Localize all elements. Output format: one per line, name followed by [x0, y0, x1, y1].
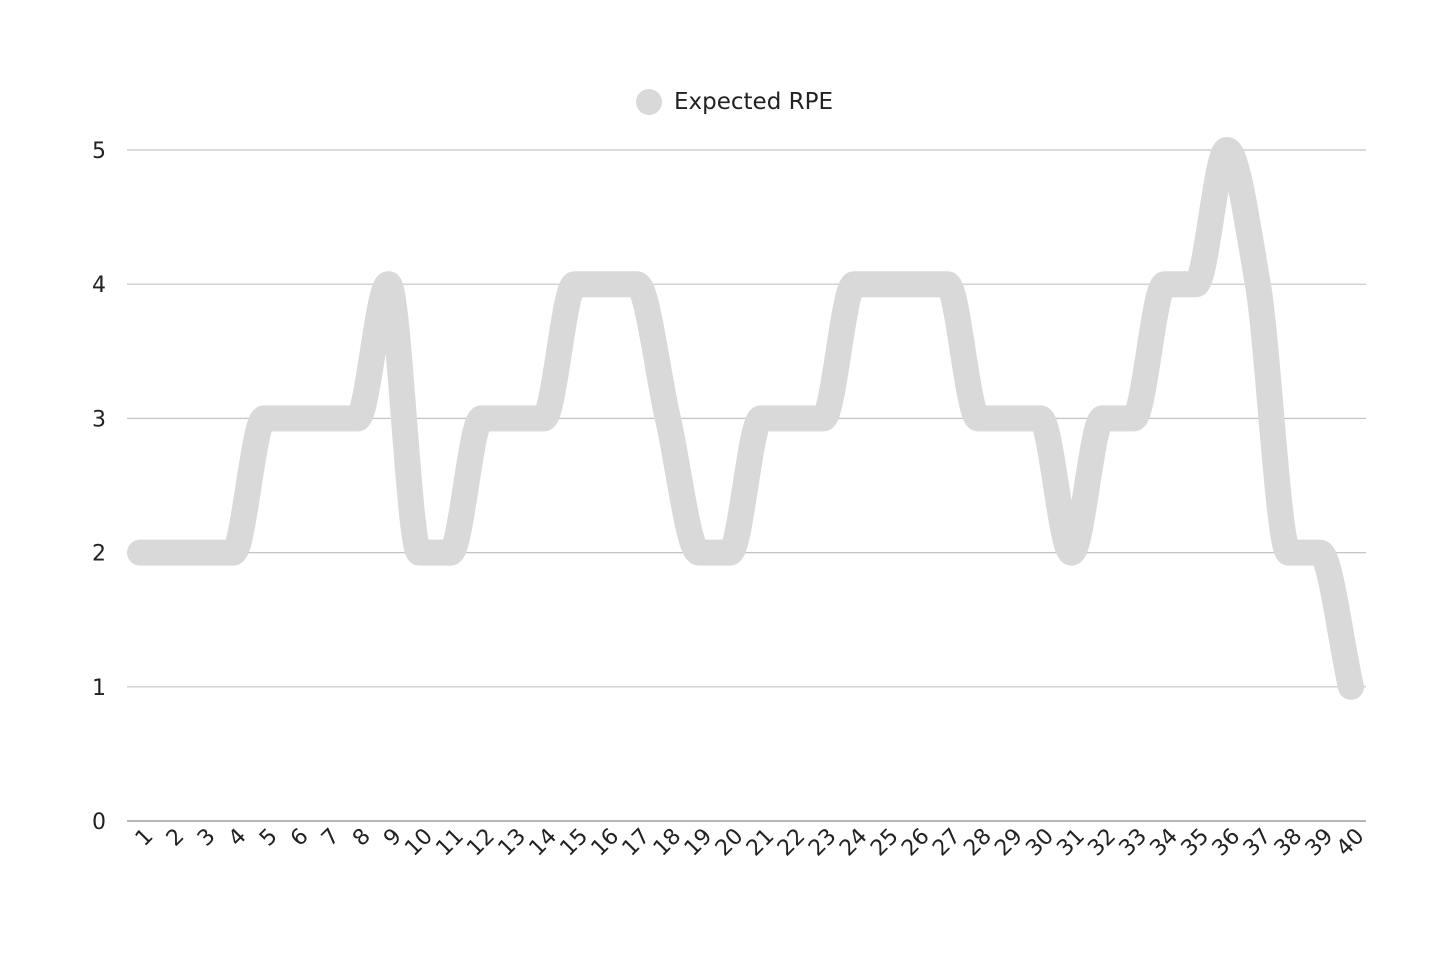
data-point [231, 550, 236, 555]
data-point [1317, 550, 1322, 555]
data-point [759, 416, 764, 421]
x-tick-label: 1 [131, 824, 159, 852]
data-point [355, 416, 360, 421]
series-layer [127, 137, 1364, 700]
y-axis: 0 1 2 3 4 5 [92, 139, 106, 835]
data-point [417, 550, 422, 555]
y-tick-label: 4 [92, 273, 106, 298]
data-point [1224, 148, 1229, 152]
x-tick-label: 3 [193, 824, 221, 852]
data-point [1286, 550, 1291, 555]
data-point [510, 416, 515, 421]
data-point [696, 550, 701, 555]
data-point [448, 550, 453, 555]
y-tick-label: 0 [92, 810, 106, 835]
legend: Expected RPE [636, 89, 833, 115]
data-point [976, 416, 981, 421]
data-point [541, 416, 546, 421]
data-point [1349, 684, 1353, 689]
data-point [479, 416, 484, 421]
data-point [727, 550, 732, 555]
data-point [883, 282, 888, 287]
data-point [386, 282, 391, 287]
x-tick-label: 2 [162, 824, 190, 852]
series-line-expected-rpe [127, 137, 1364, 700]
data-point [200, 550, 205, 555]
data-point [169, 550, 174, 555]
x-axis: 1 2 3 4 5 6 7 8 91011121314151617181920212223242… [131, 824, 1370, 861]
data-point [790, 416, 795, 421]
y-tick-label: 3 [92, 407, 106, 432]
data-point [262, 416, 267, 421]
x-tick-label: 6 [286, 824, 314, 852]
legend-label: Expected RPE [674, 89, 833, 115]
data-point [1131, 416, 1136, 421]
y-tick-label: 2 [92, 542, 106, 567]
data-point [1069, 550, 1074, 555]
x-tick-label: 7 [317, 824, 345, 852]
data-point [821, 416, 826, 421]
x-tick-label: 4 [224, 824, 252, 852]
data-point [1100, 416, 1105, 421]
y-tick-label: 1 [92, 676, 106, 701]
data-point [945, 282, 950, 287]
data-point [603, 282, 608, 287]
data-point [1193, 282, 1198, 287]
x-tick-label: 40 [1332, 824, 1369, 861]
data-point [1162, 282, 1167, 287]
data-point [572, 282, 577, 287]
legend-swatch [636, 89, 662, 115]
y-tick-label: 5 [92, 139, 106, 164]
data-point [914, 282, 919, 287]
data-point [1007, 416, 1012, 421]
x-tick-label: 5 [255, 824, 283, 852]
data-point [665, 416, 670, 421]
x-tick-label: 8 [348, 824, 376, 852]
data-point [634, 282, 639, 287]
data-point [138, 550, 142, 555]
data-point [852, 282, 857, 287]
data-point [1038, 416, 1043, 421]
data-point [1255, 282, 1260, 287]
data-point [324, 416, 329, 421]
data-point [293, 416, 298, 421]
